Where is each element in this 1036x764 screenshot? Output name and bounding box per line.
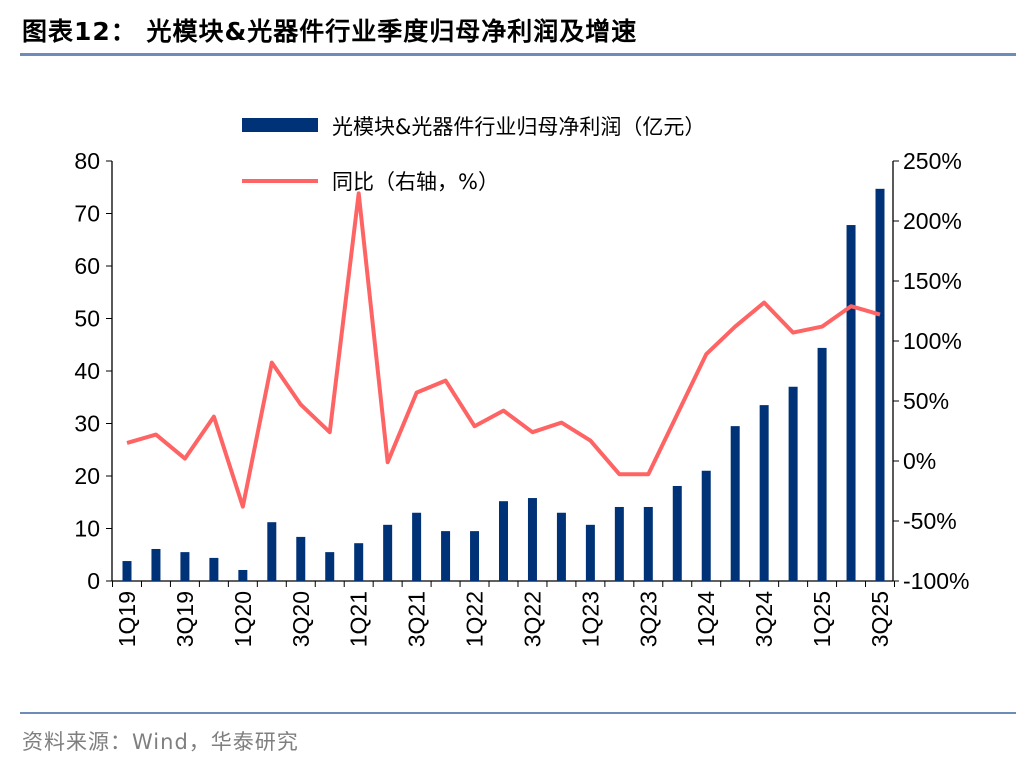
bar-net-profit: [759, 405, 769, 581]
left-tick-label: 70: [74, 201, 100, 227]
legend-bar-label: 光模块&光器件行业归母净利润（亿元）: [332, 115, 705, 139]
left-tick-label: 30: [74, 411, 100, 437]
bar-net-profit: [354, 543, 364, 581]
bar-net-profit: [325, 552, 335, 581]
bar-net-profit: [412, 512, 422, 581]
bar-net-profit: [180, 552, 190, 581]
right-tick-label: -100%: [903, 568, 969, 594]
x-tick-label: 1Q21: [346, 591, 372, 647]
bar-net-profit: [817, 347, 827, 581]
x-tick-label: 3Q24: [751, 591, 777, 647]
bar-net-profit: [875, 188, 885, 581]
bar-net-profit: [556, 512, 566, 581]
left-tick-label: 10: [74, 516, 100, 542]
bar-net-profit: [267, 522, 277, 581]
bar-net-profit: [788, 386, 798, 581]
x-tick-label: 3Q23: [635, 591, 661, 647]
right-tick-label: 250%: [903, 148, 962, 174]
x-tick-label: 1Q24: [693, 591, 719, 647]
x-tick-label: 1Q20: [230, 591, 256, 647]
bar-net-profit: [122, 561, 132, 581]
right-tick-label: -50%: [903, 508, 957, 534]
header-divider: [20, 53, 1016, 56]
source-note: 资料来源：Wind，华泰研究: [22, 730, 299, 754]
x-tick-label: 3Q20: [288, 591, 314, 647]
legend-line-label: 同比（右轴，%）: [332, 170, 499, 194]
bar-net-profit: [701, 470, 711, 581]
left-tick-label: 0: [87, 568, 100, 594]
left-tick-label: 40: [74, 358, 100, 384]
right-tick-label: 0%: [903, 448, 936, 474]
bar-net-profit: [730, 426, 740, 581]
bar-net-profit: [470, 531, 480, 581]
bar-net-profit: [585, 524, 595, 581]
x-tick-label: 3Q19: [172, 591, 198, 647]
legend-bar-swatch: [242, 118, 318, 132]
left-tick-label: 60: [74, 253, 100, 279]
bar-net-profit: [499, 501, 508, 581]
x-tick-label: 1Q23: [577, 591, 603, 647]
bar-net-profit: [846, 225, 856, 582]
x-tick-label: 1Q19: [114, 591, 140, 647]
bar-net-profit: [151, 548, 161, 581]
right-tick-label: 200%: [903, 208, 962, 234]
bar-net-profit: [441, 531, 451, 581]
bar-net-profit: [672, 485, 682, 581]
bar-net-profit: [296, 536, 306, 581]
left-tick-label: 50: [74, 306, 100, 332]
left-tick-label: 20: [74, 463, 100, 489]
x-tick-label: 1Q25: [809, 591, 835, 647]
right-tick-label: 50%: [903, 388, 949, 414]
right-tick-label: 150%: [903, 268, 962, 294]
chart-title: 图表12： 光模块&光器件行业季度归母净利润及增速: [22, 17, 638, 46]
footer-divider: [20, 712, 1016, 714]
bar-net-profit: [527, 498, 537, 581]
bar-net-profit: [614, 506, 624, 581]
x-tick-label: 3Q25: [867, 591, 893, 647]
bar-net-profit: [383, 524, 393, 581]
bar-net-profit: [238, 569, 248, 581]
bar-net-profit: [643, 506, 653, 581]
x-tick-label: 1Q22: [462, 591, 488, 647]
x-tick-label: 3Q22: [519, 591, 545, 647]
x-tick-label: 3Q21: [404, 591, 430, 647]
right-tick-label: 100%: [903, 328, 962, 354]
left-tick-label: 80: [74, 148, 100, 174]
bar-net-profit: [209, 557, 219, 581]
